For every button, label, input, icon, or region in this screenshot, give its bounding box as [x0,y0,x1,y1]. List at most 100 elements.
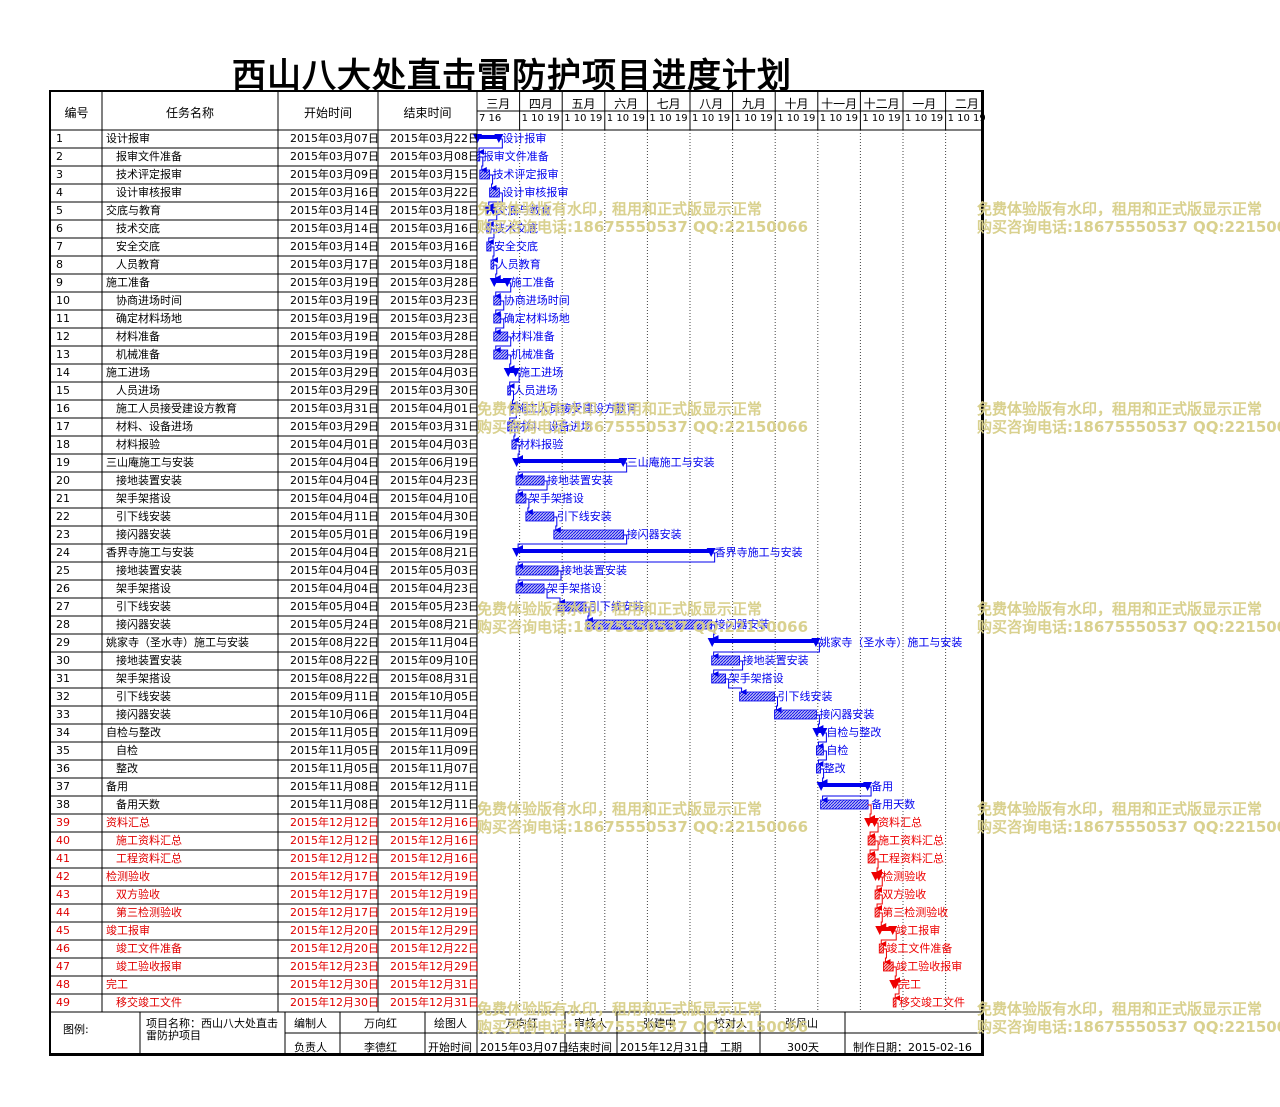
bar-label: 移交竣工文件 [899,996,966,1009]
bar-label: 完工 [899,978,922,991]
bar-label: 人员教育 [496,258,541,271]
task-name: 第三检测验收 [116,906,182,919]
task-start: 2015年11月05日 [290,762,379,775]
task-end: 2015年12月31日 [390,978,479,991]
task-bar [739,691,775,702]
header-end: 结束时间 [403,106,452,120]
task-start: 2015年03月19日 [290,294,379,307]
task-start: 2015年12月20日 [290,942,379,955]
bar-label: 香界寺施工与安装 [714,546,803,559]
task-id: 17 [56,420,70,433]
task-start: 2015年11月08日 [290,798,379,811]
task-end: 2015年03月16日 [390,240,479,253]
task-id: 36 [56,762,70,775]
task-end: 2015年03月15日 [390,168,479,181]
duration-label: 工期 [720,1041,742,1054]
dependency-connector [517,480,548,497]
task-end: 2015年08月21日 [390,546,479,559]
task-id: 35 [56,744,70,757]
bar-label: 确定材料场地 [503,312,570,325]
task-bar [892,997,897,1008]
task-id: 29 [56,636,70,649]
task-end: 2015年04月30日 [390,510,479,523]
task-name: 接地装置安装 [116,474,182,487]
task-end: 2015年06月19日 [390,456,479,469]
dependency-connector [493,264,501,281]
task-start: 2015年08月22日 [290,636,379,649]
task-end: 2015年12月29日 [390,960,479,973]
checker-value: 张风山 [785,1017,818,1030]
task-name: 姚家寺（圣水寺）施工与安装 [106,636,249,649]
task-start: 2015年08月22日 [290,654,379,667]
task-end: 2015年03月08日 [390,150,479,163]
dependency-connector [875,858,883,875]
summary-bar [711,639,817,643]
watermark-text: 购买咨询电话:18675550537 QQ:22150066 [977,218,1280,236]
month-label: 十一月 [821,97,858,111]
dependency-connector [490,246,498,263]
dependency-connector [489,174,497,191]
task-id: 30 [56,654,70,667]
bar-label: 接闪器安装 [626,528,682,541]
task-start: 2015年04月11日 [290,510,379,523]
task-name: 三山庵施工与安装 [106,456,194,469]
summary-end-marker [502,278,512,287]
task-name: 技术交底 [116,222,160,235]
dependency-connector [494,300,505,317]
dependency-connector [510,390,518,407]
bar-label: 姚家寺（圣水寺）施工与安装 [819,636,963,649]
dependency-connector [494,318,505,335]
task-start: 2015年03月14日 [290,240,379,253]
bar-label: 第三检测验收 [882,906,949,919]
month-ticks: 1 10 19 [947,113,986,124]
dependency-connector [478,138,503,155]
task-start: 2015年04月01日 [290,438,379,451]
task-name: 施工准备 [106,276,150,289]
task-bar [489,187,500,198]
dependency-connector [893,966,901,983]
task-id: 42 [56,870,70,883]
watermark-text: 购买咨询电话:18675550537 QQ:22150066 [977,1018,1280,1036]
task-bar [878,943,884,954]
watermark-text: 免费体验版有水印，租用和正式版显示正常 [477,200,763,218]
task-id: 43 [56,888,70,901]
header-start: 开始时间 [303,106,352,120]
task-id: 27 [56,600,70,613]
dependency-connector [544,588,566,605]
task-bar [486,241,492,252]
task-bar [867,853,876,864]
bar-label: 竣工验收报审 [896,960,963,973]
month-label: 一月 [912,97,937,111]
month-ticks: 1 10 19 [521,113,560,124]
bar-label: 技术交底 [493,222,538,235]
dependency-connector [868,804,876,821]
dependency-connector [894,984,901,1001]
task-id: 47 [56,960,70,973]
watermark-text: 免费体验版有水印，租用和正式版显示正常 [977,800,1263,818]
compiler-value: 万向红 [364,1017,397,1030]
bar-label: 交底与教育 [496,204,552,217]
task-bar [874,889,880,900]
task-name: 交底与教育 [106,204,161,217]
bar-label: 备用 [871,780,894,793]
start-value: 2015年03月07日 [480,1041,569,1054]
bar-label: 竣工文件准备 [886,942,953,955]
dependency-connector [883,948,891,965]
task-bar [493,295,502,306]
month-label: 六月 [614,97,639,111]
dependency-connector [479,156,487,173]
task-bar [490,259,495,270]
task-bar [867,835,876,846]
task-id: 31 [56,672,70,685]
month-label: 七月 [656,97,681,111]
task-name: 接地装置安装 [116,564,182,577]
task-start: 2015年03月07日 [290,132,379,145]
dependency-connector [507,354,515,371]
summary-end-marker [494,134,504,143]
task-end: 2015年03月18日 [390,204,479,217]
watermark-text: 购买咨询电话:18675550537 QQ:22150066 [977,618,1280,636]
month-label: 九月 [741,97,766,111]
bar-label: 设计审核报审 [502,186,569,199]
summary-bar [493,279,508,283]
task-id: 41 [56,852,70,865]
